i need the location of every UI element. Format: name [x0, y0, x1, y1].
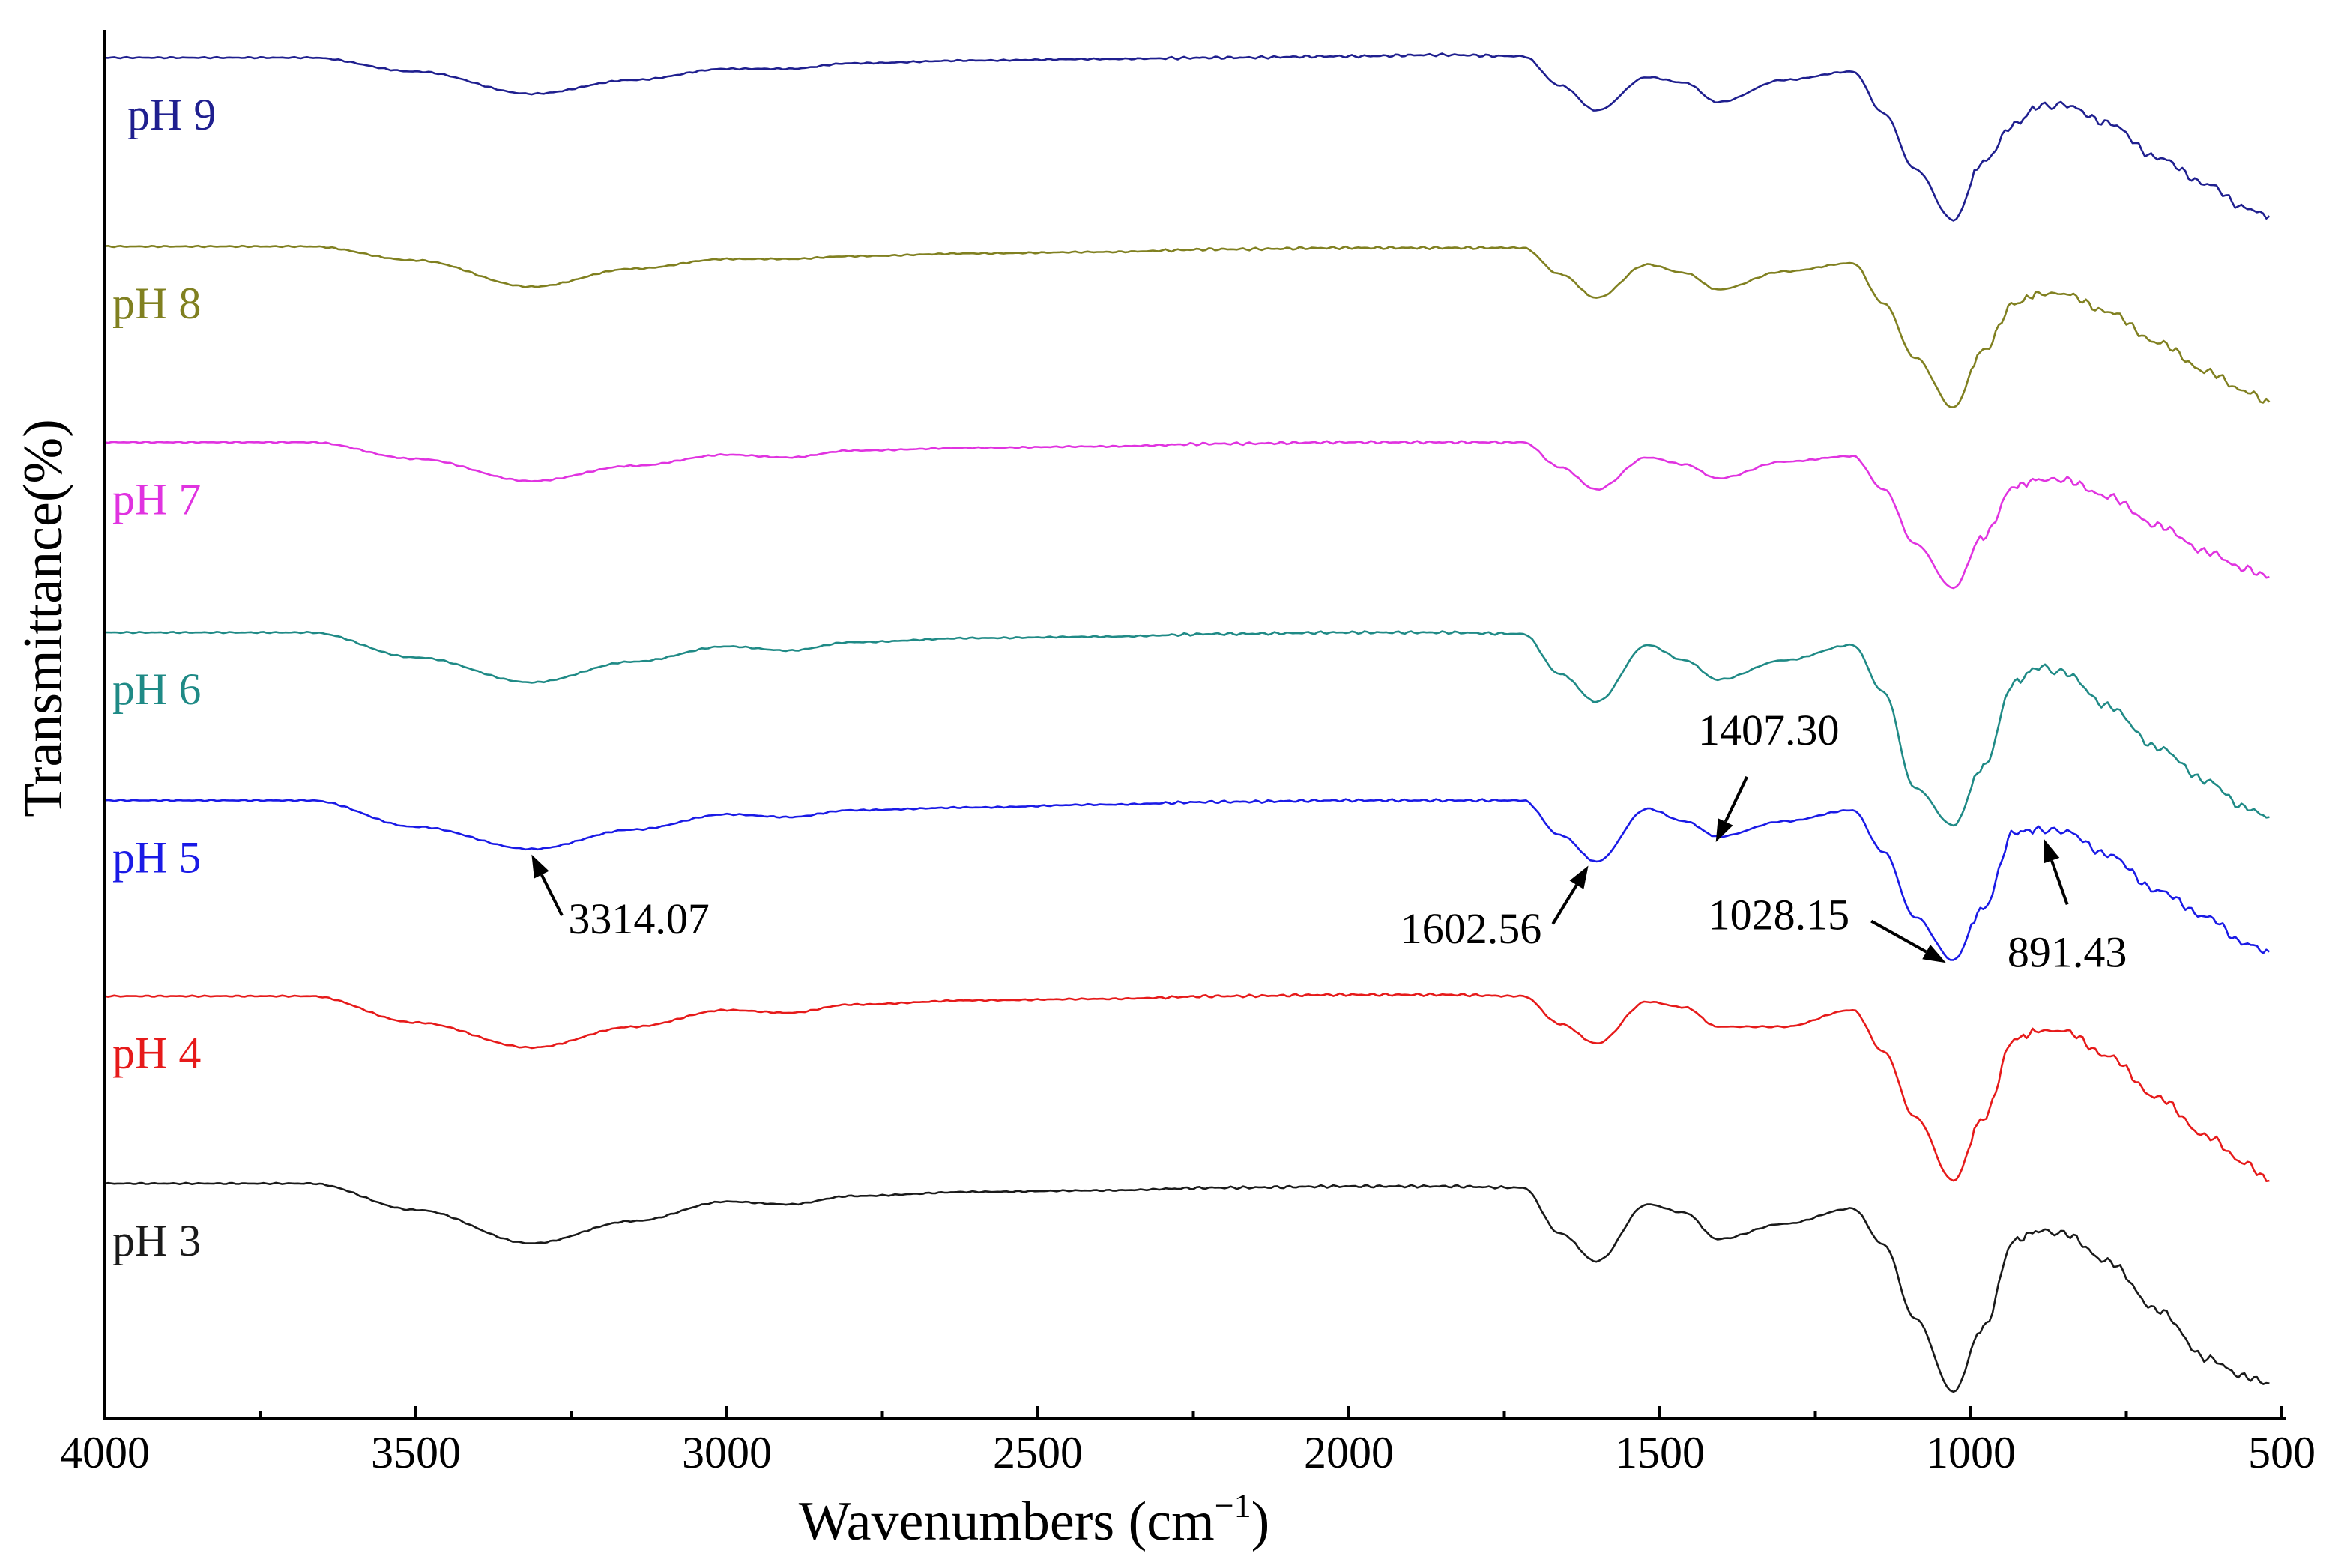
series-line	[104, 1181, 2270, 1393]
annotation-arrow	[2050, 859, 2069, 906]
series-line	[104, 440, 2270, 590]
series-line	[104, 798, 2271, 961]
series-label: pH 4	[112, 1029, 201, 1078]
x-tick-label: 3000	[682, 1428, 772, 1477]
annotation-arrow	[1870, 919, 1927, 954]
series-label: pH 8	[112, 279, 201, 328]
x-tick-label: 1000	[1926, 1428, 2016, 1477]
series-layer	[104, 52, 2271, 1393]
x-tick-label: 4000	[60, 1428, 150, 1477]
series-label: pH 9	[127, 90, 216, 139]
annotation-arrow	[1724, 776, 1749, 823]
series-label-layer: pH 9 pH 8 pH 7 pH 6 pH 5 pH 4 pH 3	[112, 90, 216, 1265]
series-label: pH 3	[112, 1216, 201, 1265]
x-tick-label: 2000	[1304, 1428, 1394, 1477]
annotation-arrow	[540, 874, 564, 917]
annotation-arrowhead	[1715, 818, 1733, 843]
series-line	[104, 244, 2271, 408]
annotation-arrowhead	[1922, 944, 1946, 963]
x-tick-label: 3500	[371, 1428, 461, 1477]
x-axis-title: Wavenumbers (cm−1)	[799, 1486, 1270, 1552]
annotation-arrowhead	[1569, 865, 1589, 889]
annotation-arrowhead	[2044, 839, 2060, 864]
series-label: pH 6	[112, 665, 201, 714]
peak-annotation-label: 1028.15	[1709, 890, 1850, 939]
x-tick-label: 500	[2248, 1428, 2316, 1477]
x-tick-layer: 4000 3500 3000 2500 2000 1500 1000 500	[60, 1406, 2316, 1477]
peak-annotation-label: 891.43	[2008, 927, 2127, 976]
series-line	[104, 992, 2270, 1182]
annotation-arrowhead	[531, 854, 549, 879]
series-line	[104, 630, 2270, 827]
y-axis-title: Transmittance(%)	[13, 419, 74, 817]
peak-annotation-label: 3314.07	[568, 895, 710, 943]
annotation-arrow	[1551, 884, 1578, 925]
peak-annotation-label: 1407.30	[1698, 706, 1840, 754]
series-line	[104, 52, 2271, 222]
series-label: pH 5	[112, 832, 201, 882]
series-label: pH 7	[112, 474, 201, 524]
annotation-layer: 3314.07 1602.56 1407.30 1028.15 891.43	[531, 706, 2127, 976]
x-tick-label: 1500	[1615, 1428, 1705, 1477]
peak-annotation-label: 1602.56	[1401, 904, 1542, 953]
x-tick-label: 2500	[993, 1428, 1083, 1477]
